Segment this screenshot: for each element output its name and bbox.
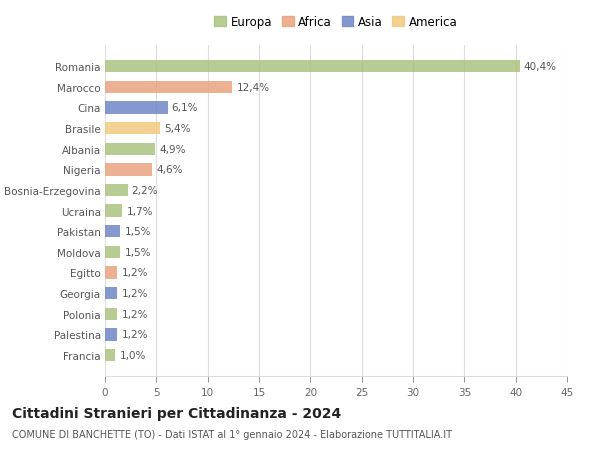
Bar [105,123,160,135]
Bar [105,246,121,258]
Text: Cittadini Stranieri per Cittadinanza - 2024: Cittadini Stranieri per Cittadinanza - 2… [12,406,341,420]
Text: 12,4%: 12,4% [236,83,269,93]
Bar [105,164,152,176]
Bar [105,349,115,361]
Text: 1,2%: 1,2% [121,309,148,319]
Text: 4,9%: 4,9% [160,145,186,154]
Bar [105,143,155,156]
Text: 5,4%: 5,4% [164,124,191,134]
Text: 1,5%: 1,5% [125,247,151,257]
Bar [105,287,118,300]
Text: 1,2%: 1,2% [121,330,148,340]
Text: 1,5%: 1,5% [125,227,151,237]
Text: 6,1%: 6,1% [172,103,198,113]
Bar [105,267,118,279]
Text: 40,4%: 40,4% [524,62,557,72]
Text: 1,2%: 1,2% [121,268,148,278]
Text: 1,7%: 1,7% [127,206,153,216]
Text: 2,2%: 2,2% [131,185,158,196]
Bar [105,102,167,114]
Text: 1,0%: 1,0% [119,350,146,360]
Text: 1,2%: 1,2% [121,288,148,298]
Bar [105,82,232,94]
Text: COMUNE DI BANCHETTE (TO) - Dati ISTAT al 1° gennaio 2024 - Elaborazione TUTTITAL: COMUNE DI BANCHETTE (TO) - Dati ISTAT al… [12,429,452,439]
Bar [105,185,128,197]
Bar [105,308,118,320]
Bar [105,61,520,73]
Text: 4,6%: 4,6% [157,165,183,175]
Bar [105,205,122,217]
Bar [105,225,121,238]
Bar [105,329,118,341]
Legend: Europa, Africa, Asia, America: Europa, Africa, Asia, America [213,15,459,30]
